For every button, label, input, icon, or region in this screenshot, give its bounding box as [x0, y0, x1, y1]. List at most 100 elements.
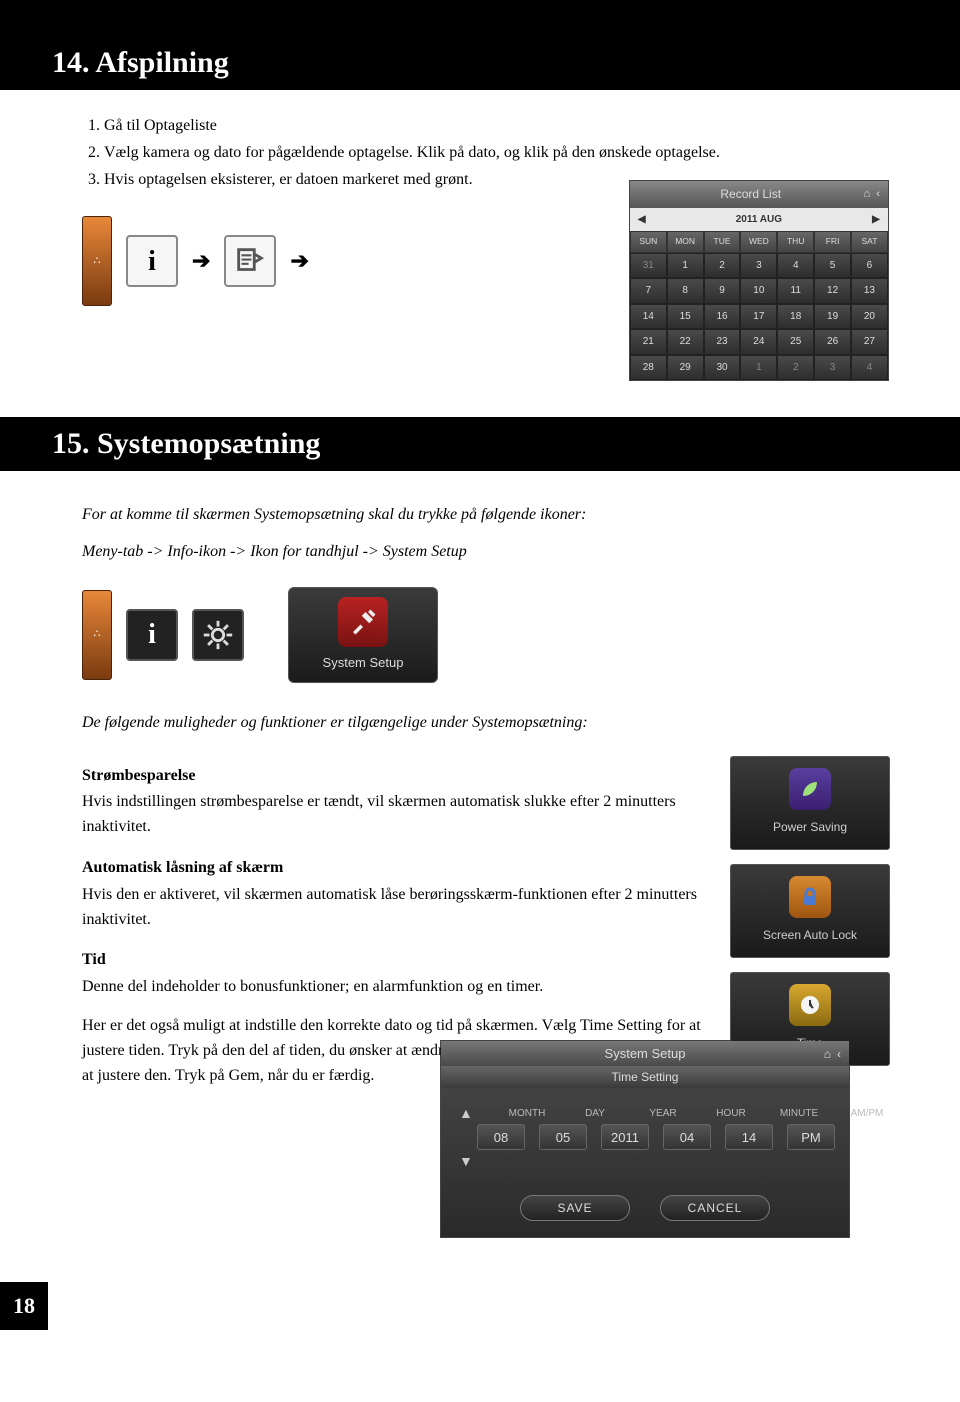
panel-title: System Setup: [605, 1046, 686, 1061]
lock-heading: Automatisk låsning af skærm: [82, 856, 706, 881]
calendar-cell[interactable]: 7: [630, 278, 667, 304]
top-bar: [0, 0, 960, 36]
time-value[interactable]: 08: [477, 1124, 525, 1150]
time-value[interactable]: 14: [725, 1124, 773, 1150]
calendar-cell[interactable]: 31: [630, 253, 667, 279]
calendar-day-header: MON: [667, 231, 704, 252]
calendar-cell[interactable]: 29: [667, 355, 704, 381]
time-value[interactable]: 2011: [601, 1124, 649, 1150]
record-list-calendar: Record List ⌂‹ ◀ 2011 AUG ▶ SUNMONTUEWED…: [629, 180, 889, 381]
calendar-cell[interactable]: 11: [777, 278, 814, 304]
gear-icon: [192, 609, 244, 661]
next-month-icon[interactable]: ▶: [872, 212, 880, 228]
time-label: DAY: [571, 1108, 619, 1119]
calendar-cell[interactable]: 5: [814, 253, 851, 279]
time-body1: Denne del indeholder to bonusfunktioner;…: [82, 975, 706, 1000]
calendar-cell[interactable]: 2: [777, 355, 814, 381]
time-label: AM/PM: [843, 1108, 891, 1119]
info-icon: i: [126, 235, 178, 287]
calendar-cell[interactable]: 3: [814, 355, 851, 381]
down-arrow-icon[interactable]: ▼: [459, 1153, 471, 1169]
save-button[interactable]: SAVE: [520, 1195, 630, 1221]
icon-path-row: ∴ i ➔ ➔: [82, 216, 309, 306]
calendar-cell[interactable]: 18: [777, 304, 814, 330]
leaf-icon: [789, 768, 831, 810]
tools-icon: [338, 597, 388, 647]
power-heading: Strømbesparelse: [82, 764, 706, 789]
calendar-cell[interactable]: 22: [667, 329, 704, 355]
time-label: YEAR: [639, 1108, 687, 1119]
calendar-cell[interactable]: 8: [667, 278, 704, 304]
lock-icon: [789, 876, 831, 918]
time-label: MONTH: [503, 1108, 551, 1119]
calendar-cell[interactable]: 4: [851, 355, 888, 381]
calendar-cell[interactable]: 27: [851, 329, 888, 355]
time-value[interactable]: PM: [787, 1124, 835, 1150]
calendar-cell[interactable]: 20: [851, 304, 888, 330]
list-item: Vælg kamera og dato for pågældende optag…: [104, 141, 890, 166]
calendar-cell[interactable]: 9: [704, 278, 741, 304]
time-value[interactable]: 04: [663, 1124, 711, 1150]
calendar-cell[interactable]: 2: [704, 253, 741, 279]
arrow-icon: ➔: [192, 244, 210, 278]
list-item: Gå til Optageliste: [104, 114, 890, 139]
edit-icon: [224, 235, 276, 287]
clock-icon: [789, 984, 831, 1026]
tile-label: Power Saving: [773, 818, 847, 837]
section-14-header: 14. Afspilning: [0, 36, 960, 90]
time-label: HOUR: [707, 1108, 755, 1119]
calendar-cell[interactable]: 6: [851, 253, 888, 279]
screen-lock-tile[interactable]: Screen Auto Lock: [730, 864, 890, 958]
calendar-cell[interactable]: 1: [740, 355, 777, 381]
time-value[interactable]: 05: [539, 1124, 587, 1150]
prev-month-icon[interactable]: ◀: [638, 212, 646, 228]
calendar-cell[interactable]: 1: [667, 253, 704, 279]
menu-tab-icon: ∴: [82, 590, 112, 680]
page-number: 18: [0, 1282, 48, 1330]
section-15-intro: For at komme til skærmen Systemopsætning…: [82, 503, 890, 528]
calendar-cell[interactable]: 30: [704, 355, 741, 381]
calendar-cell[interactable]: 15: [667, 304, 704, 330]
home-icon[interactable]: ⌂: [824, 1047, 831, 1061]
cancel-button[interactable]: CANCEL: [660, 1195, 770, 1221]
calendar-day-header: TUE: [704, 231, 741, 252]
calendar-cell[interactable]: 19: [814, 304, 851, 330]
calendar-cell[interactable]: 13: [851, 278, 888, 304]
up-arrow-icon[interactable]: ▲: [459, 1105, 471, 1121]
calendar-cell[interactable]: 21: [630, 329, 667, 355]
section-15-path: Meny-tab -> Info-ikon -> Ikon for tandhj…: [82, 540, 890, 565]
calendar-day-header: THU: [777, 231, 814, 252]
icon-path-row-2: ∴ i System Setup: [82, 587, 890, 683]
power-saving-tile[interactable]: Power Saving: [730, 756, 890, 850]
calendar-cell[interactable]: 10: [740, 278, 777, 304]
info-icon: i: [126, 609, 178, 661]
calendar-cell[interactable]: 12: [814, 278, 851, 304]
tile-label: Screen Auto Lock: [763, 926, 857, 945]
calendar-cell[interactable]: 16: [704, 304, 741, 330]
calendar-cell[interactable]: 25: [777, 329, 814, 355]
menu-tab-icon: ∴: [82, 216, 112, 306]
calendar-day-header: FRI: [814, 231, 851, 252]
calendar-month: 2011 AUG: [736, 212, 782, 228]
time-label: MINUTE: [775, 1108, 823, 1119]
calendar-title: Record List: [720, 185, 781, 204]
system-setup-button[interactable]: System Setup: [288, 587, 438, 683]
calendar-cell[interactable]: 24: [740, 329, 777, 355]
calendar-day-header: SAT: [851, 231, 888, 252]
calendar-cell[interactable]: 4: [777, 253, 814, 279]
back-icon: ‹: [876, 186, 880, 203]
back-icon[interactable]: ‹: [837, 1047, 841, 1061]
calendar-cell[interactable]: 28: [630, 355, 667, 381]
calendar-cell[interactable]: 14: [630, 304, 667, 330]
calendar-cell[interactable]: 17: [740, 304, 777, 330]
calendar-cell[interactable]: 3: [740, 253, 777, 279]
calendar-day-header: WED: [740, 231, 777, 252]
calendar-day-header: SUN: [630, 231, 667, 252]
calendar-cell[interactable]: 26: [814, 329, 851, 355]
section-15-subintro: De følgende muligheder og funktioner er …: [82, 711, 890, 736]
arrow-icon: ➔: [290, 244, 308, 278]
calendar-cell[interactable]: 23: [704, 329, 741, 355]
power-body: Hvis indstillingen strømbesparelse er tæ…: [82, 790, 706, 840]
time-heading: Tid: [82, 948, 706, 973]
lock-body: Hvis den er aktiveret, vil skærmen autom…: [82, 883, 706, 933]
